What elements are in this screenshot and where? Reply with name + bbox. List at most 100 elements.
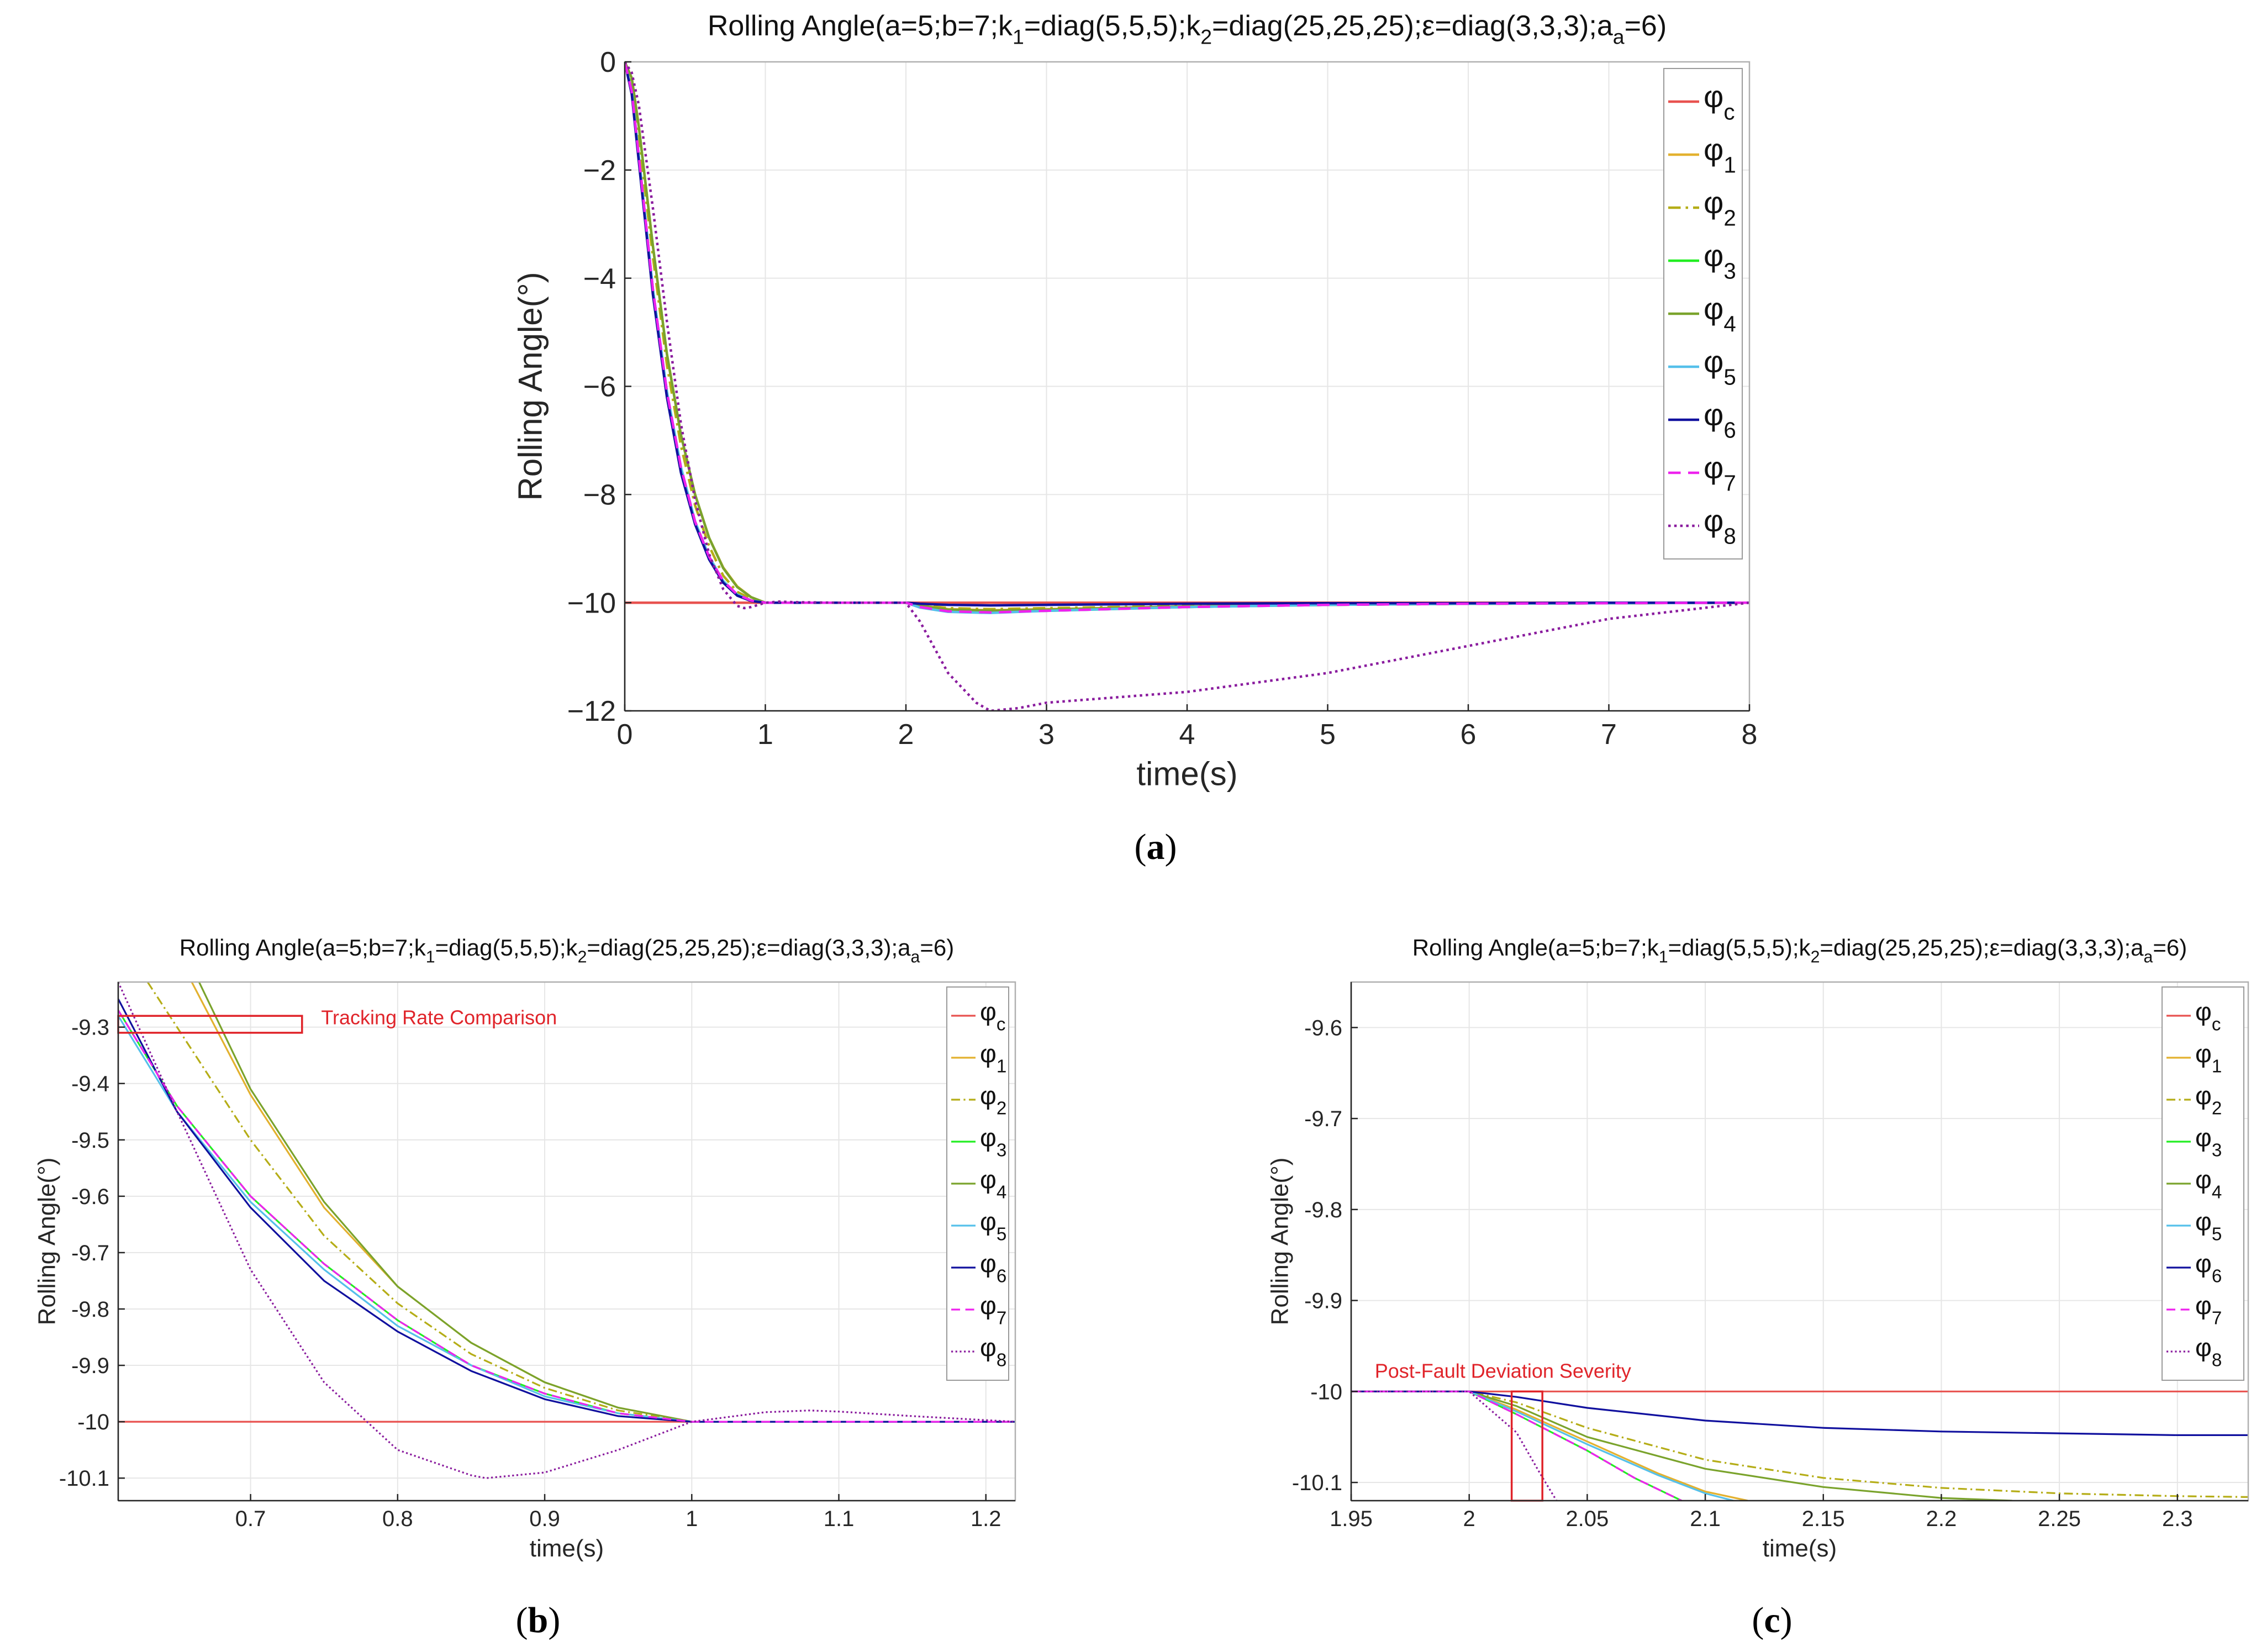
caption-c: (c) <box>1752 1600 1792 1640</box>
y-tick-label: 0 <box>600 46 616 78</box>
legend-subscript: 1 <box>997 1056 1006 1076</box>
x-tick-label: 1.95 <box>1330 1507 1373 1531</box>
legend-subscript: 5 <box>2212 1224 2222 1244</box>
legend: φc φ1 φ2 φ3 φ4 φ5 φ6 φ7 φ8 <box>1663 68 1743 560</box>
annotation-label: Post-Fault Deviation Severity <box>1375 1360 1631 1382</box>
series-line-phi-8 <box>625 62 1749 711</box>
legend-subscript: 6 <box>997 1266 1006 1286</box>
annotation-label: Tracking Rate Comparison <box>321 1006 557 1029</box>
series-group <box>118 982 1015 1479</box>
series-line-phi-7 <box>625 62 1749 614</box>
chart-panel-b: Tracking Rate Comparison 0.7 0.8 0.9 1 1.1 1.2… <box>34 935 1016 1562</box>
legend-label-phi-4: φ4 <box>2195 1165 2222 1202</box>
y-tick-label: -9.7 <box>1304 1107 1342 1131</box>
legend-label-phi-3: φ3 <box>1704 238 1736 283</box>
legend-subscript: 1 <box>1723 152 1736 177</box>
title-text-a-0: Rolling Angle(a=5;b=7;k <box>708 10 1013 42</box>
chart-title: Rolling Angle(a=5;b=7;k1=diag(5,5,5);k2=… <box>1412 935 2187 967</box>
title-text-c-0: Rolling Angle(a=5;b=7;k <box>1412 935 1659 960</box>
x-tick-label: 0.7 <box>235 1507 266 1531</box>
title-subscript-b-3: 2 <box>578 948 587 967</box>
legend-label-phi-8: φ8 <box>1704 503 1736 548</box>
legend-subscript: 2 <box>997 1098 1006 1118</box>
x-axis-label: time(s) <box>1136 755 1237 792</box>
series-line-phi-7 <box>118 1010 1015 1423</box>
legend-subscript: 4 <box>997 1182 1006 1202</box>
x-tick-label: 3 <box>1038 719 1055 751</box>
legend-label-phi-c: φc <box>2195 997 2221 1035</box>
legend-label-phi-1: φ1 <box>2195 1039 2222 1076</box>
title-text-a-2: =diag(5,5,5);k <box>1024 10 1201 42</box>
legend-label-phi-3: φ3 <box>2195 1123 2222 1160</box>
x-tick-label: 8 <box>1742 719 1758 751</box>
x-tick-label: 2 <box>898 719 914 751</box>
legend: φc φ1 φ2 φ3 φ4 φ5 φ6 φ7 φ8 <box>2162 986 2244 1381</box>
title-text-a-6: =6) <box>1625 10 1667 42</box>
legend-label-phi-5: φ5 <box>1704 344 1736 389</box>
title-text-a-4: =diag(25,25,25);ε=diag(3,3,3);a <box>1212 10 1613 42</box>
y-axis-label: Rolling Angle(°) <box>512 272 549 500</box>
legend-subscript: 3 <box>2212 1140 2222 1160</box>
y-tick-label: -9.6 <box>1304 1016 1342 1040</box>
legend-subscript: 5 <box>1723 364 1736 389</box>
y-tick-label: -10 <box>77 1410 109 1434</box>
legend: φc φ1 φ2 φ3 φ4 φ5 φ6 φ7 φ8 <box>946 986 1009 1381</box>
legend-subscript: c <box>2212 1014 2221 1035</box>
legend-subscript: 2 <box>2212 1098 2222 1118</box>
x-tick-label: 1.2 <box>971 1507 1001 1531</box>
y-tick-label: -9.9 <box>71 1354 109 1378</box>
y-tick-label: -10.1 <box>1292 1471 1342 1495</box>
legend-label-phi-6: φ6 <box>2195 1249 2222 1286</box>
y-tick-label: −2 <box>583 155 616 187</box>
legend-label-phi-c: φc <box>1704 79 1735 124</box>
legend-subscript: c <box>1723 99 1735 124</box>
series-line-phi-8 <box>118 982 1015 1479</box>
legend-label-phi-7: φ7 <box>980 1291 1006 1328</box>
legend-label-phi-2: φ2 <box>2195 1081 2222 1118</box>
y-tick-label: -10.1 <box>59 1466 109 1491</box>
legend-label-phi-6: φ6 <box>980 1249 1006 1286</box>
series-line-phi-7 <box>1351 1390 1682 1501</box>
legend-subscript: 8 <box>1723 523 1736 548</box>
legend-subscript: 7 <box>997 1308 1006 1328</box>
title-text-b-6: =6) <box>920 935 954 960</box>
y-tick-label: -9.9 <box>1304 1289 1342 1313</box>
caption-b: (b) <box>516 1600 561 1640</box>
legend-label-phi-4: φ4 <box>1704 291 1736 336</box>
legend-subscript: 6 <box>2212 1266 2222 1286</box>
x-tick-label: 1.1 <box>824 1507 855 1531</box>
y-tick-label: -10 <box>1310 1380 1342 1404</box>
title-subscript-b-5: a <box>911 948 920 967</box>
legend-subscript: 7 <box>2212 1308 2222 1328</box>
y-tick-label: -9.7 <box>71 1241 109 1265</box>
legend-label-phi-2: φ2 <box>980 1081 1006 1118</box>
legend-label-phi-5: φ5 <box>980 1207 1006 1244</box>
y-tick-label: −8 <box>583 479 616 511</box>
x-tick-label: 0.8 <box>382 1507 413 1531</box>
plot-area <box>1351 982 2248 1501</box>
y-tick-label: -9.8 <box>1304 1198 1342 1222</box>
y-tick-label: -9.3 <box>71 1016 109 1040</box>
x-tick-label: 4 <box>1179 719 1195 751</box>
legend-subscript: 7 <box>1723 470 1736 495</box>
series-line-phi-6 <box>1351 1390 2248 1436</box>
y-tick-label: −12 <box>567 695 616 727</box>
x-tick-label: 0 <box>617 719 633 751</box>
chart-title: Rolling Angle(a=5;b=7;k1=diag(5,5,5);k2=… <box>180 935 954 967</box>
y-tick-label: −10 <box>567 587 616 619</box>
legend-label-phi-7: φ7 <box>2195 1291 2222 1328</box>
legend-label-phi-1: φ1 <box>980 1039 1006 1076</box>
x-tick-label: 0.9 <box>529 1507 560 1531</box>
chart-panel-a: 0 1 2 3 4 5 6 7 8 0 −2 −4 −6 −8 −10 −12 time(s) Rolling A… <box>512 10 1758 792</box>
y-tick-label: -9.8 <box>71 1297 109 1322</box>
legend-subscript: 1 <box>2212 1056 2222 1076</box>
caption-a-letter: a <box>1147 827 1165 867</box>
x-tick-label: 2.25 <box>2038 1507 2081 1531</box>
y-tick-label: -9.4 <box>71 1072 109 1096</box>
x-axis-label: time(s) <box>530 1535 604 1562</box>
legend-label-phi-7: φ7 <box>1704 450 1736 495</box>
legend-label-phi-8: φ8 <box>2195 1333 2222 1370</box>
legend-subscript: 8 <box>997 1350 1006 1370</box>
title-text-b-4: =diag(25,25,25);ε=diag(3,3,3);a <box>587 935 911 960</box>
